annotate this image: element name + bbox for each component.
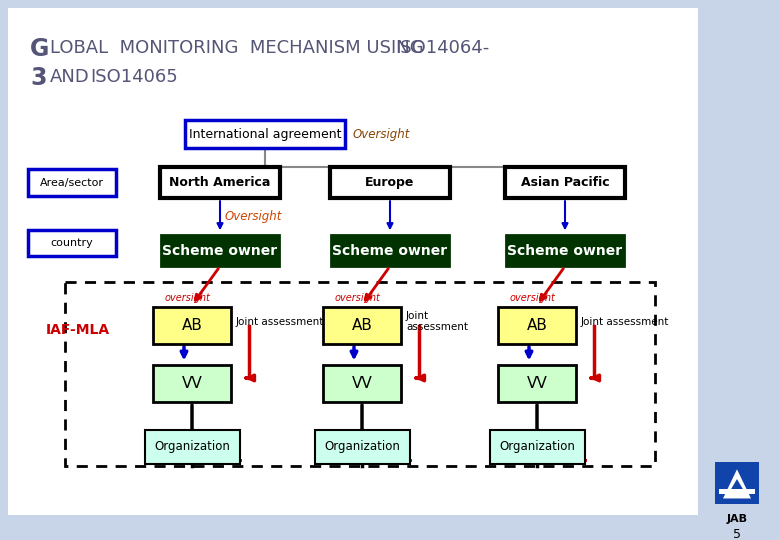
Bar [323,307,401,344]
Text: Organization: Organization [154,441,230,454]
Text: Scheme owner: Scheme owner [508,244,622,258]
Bar [330,167,450,198]
Text: Oversight: Oversight [353,127,410,140]
Text: LOBAL  MONITORING  MECHANISM USING: LOBAL MONITORING MECHANISM USING [50,39,424,57]
Polygon shape [729,479,745,492]
Bar [153,366,231,402]
Bar [323,366,401,402]
Bar [498,366,576,402]
Text: Europe: Europe [365,176,415,189]
Text: Joint assessment: Joint assessment [236,316,324,327]
Bar [715,462,759,504]
Text: Joint
assessment: Joint assessment [406,311,468,333]
Text: Organization: Organization [324,441,400,454]
Text: AB: AB [352,318,372,333]
Text: G: G [30,37,49,61]
Bar [498,307,576,344]
Bar [185,120,345,148]
Bar [28,230,116,255]
Text: Oversight: Oversight [225,210,282,223]
Bar [331,235,449,266]
Text: AND: AND [50,68,90,86]
Bar [505,167,625,198]
Bar [144,430,239,464]
Bar [314,430,410,464]
Bar [506,235,624,266]
Text: AB: AB [182,318,203,333]
Text: AB: AB [526,318,548,333]
Text: Area/sector: Area/sector [40,178,104,188]
Bar [65,282,655,467]
Text: ISO14065: ISO14065 [90,68,178,86]
Bar [153,307,231,344]
Bar [719,489,755,494]
Polygon shape [723,469,751,498]
Bar [490,430,584,464]
Bar [160,167,280,198]
Text: Scheme owner: Scheme owner [332,244,448,258]
Text: ISO14064-: ISO14064- [395,39,489,57]
Text: 3: 3 [30,66,47,90]
Text: Organization: Organization [499,441,575,454]
Text: Asian Pacific: Asian Pacific [521,176,609,189]
Text: IAF-MLA: IAF-MLA [46,323,110,338]
Text: oversight: oversight [334,293,380,303]
Text: oversight: oversight [164,293,210,303]
Text: country: country [51,238,94,248]
Text: VV: VV [182,376,202,392]
Text: 5: 5 [733,528,741,540]
Text: JAB: JAB [726,514,747,524]
Text: North America: North America [169,176,271,189]
Text: Scheme owner: Scheme owner [162,244,278,258]
Bar [28,169,116,196]
Text: oversight: oversight [509,293,555,303]
Text: International agreement: International agreement [189,127,342,140]
Text: Joint assessment: Joint assessment [581,316,669,327]
Bar [8,8,698,515]
Text: VV: VV [352,376,372,392]
Bar [161,235,279,266]
Text: VV: VV [526,376,548,392]
